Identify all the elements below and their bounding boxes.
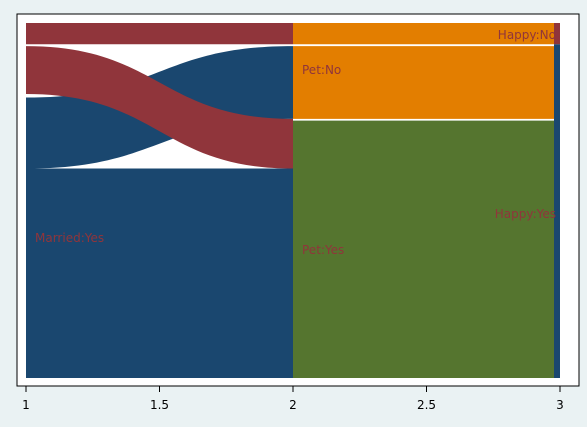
label-married-yes: Married:Yes xyxy=(35,231,104,245)
label-happy-no: Happy:No xyxy=(498,28,556,42)
flow-married-yes-base xyxy=(26,168,293,378)
x-tick-label: 1 xyxy=(22,398,30,412)
label-happy-yes: Happy:Yes xyxy=(495,207,556,221)
x-tick-label: 2.5 xyxy=(417,398,436,412)
x-axis: 1 1.5 2 2.5 3 xyxy=(17,385,579,412)
flow-married-yes-to-pet-yes xyxy=(26,46,293,169)
nodes-layer xyxy=(554,23,560,379)
flow-pet-yes-to-happy-yes xyxy=(293,120,554,378)
x-ticks: 1 1.5 2 2.5 3 xyxy=(22,386,564,412)
flow-married-no-to-pet-no xyxy=(26,23,293,45)
flow-pet-no-to-happy-yes xyxy=(293,46,554,119)
node-happy-no xyxy=(554,23,560,45)
x-tick-label: 2 xyxy=(289,398,297,412)
flow-pet-no-to-happy-no xyxy=(293,23,554,45)
node-happy-yes xyxy=(554,44,560,379)
node-labels: Married:Yes Pet:No Pet:Yes Happy:No Happ… xyxy=(35,28,556,257)
label-pet-yes: Pet:Yes xyxy=(302,243,344,257)
label-pet-no: Pet:No xyxy=(302,63,341,77)
flows-layer xyxy=(26,23,554,378)
x-tick-label: 1.5 xyxy=(150,398,169,412)
x-tick-label: 3 xyxy=(556,398,564,412)
